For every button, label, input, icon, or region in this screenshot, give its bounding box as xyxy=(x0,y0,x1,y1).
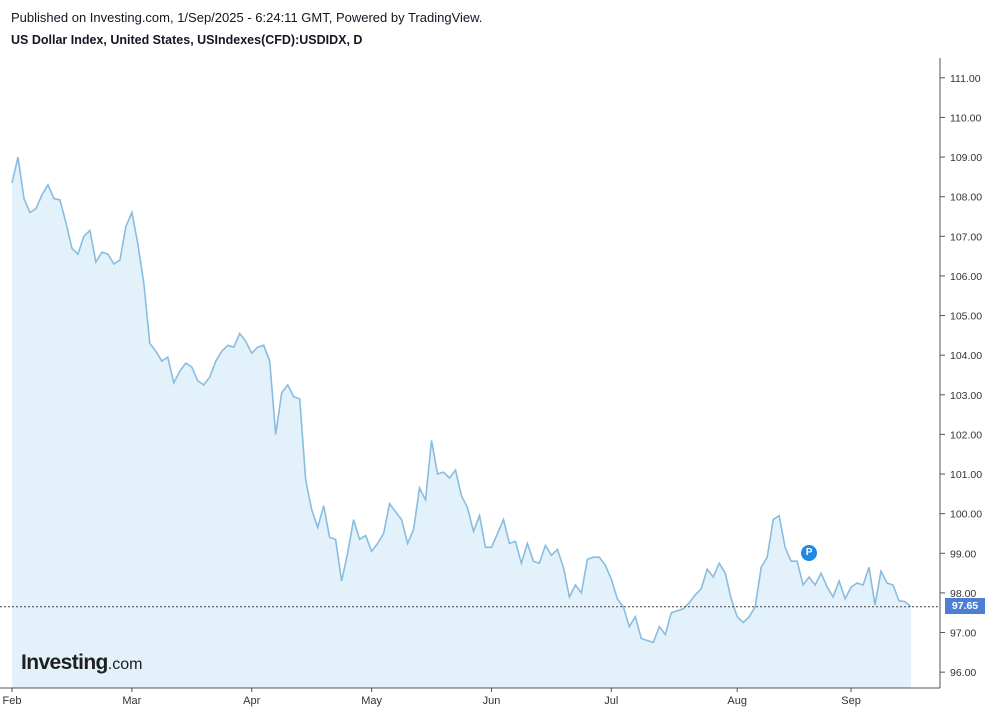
y-tick-label: 97.00 xyxy=(950,628,976,640)
x-tick-label: Apr xyxy=(243,695,260,707)
price-area xyxy=(12,157,911,689)
y-tick-label: 99.00 xyxy=(950,548,976,560)
y-tick-label: 110.00 xyxy=(950,112,981,124)
x-tick-label: Sep xyxy=(841,695,861,707)
published-note: Published on Investing.com, 1/Sep/2025 -… xyxy=(11,10,483,25)
y-tick-label: 102.00 xyxy=(950,429,982,441)
y-tick-label: 106.00 xyxy=(950,271,982,283)
price-line xyxy=(11,156,912,644)
x-tick-label: Aug xyxy=(727,695,747,707)
y-tick-label: 96.00 xyxy=(950,667,976,679)
y-tick-label: 103.00 xyxy=(950,390,982,402)
y-tick-label: 109.00 xyxy=(950,152,982,164)
logo-main-text: Investing xyxy=(21,651,108,674)
y-tick-label: 98.00 xyxy=(950,588,976,600)
y-tick-label: 111.00 xyxy=(950,73,981,85)
y-tick-label: 101.00 xyxy=(950,469,982,481)
x-tick-label: Jun xyxy=(483,695,501,707)
last-price-label: 97.65 xyxy=(945,598,985,614)
x-tick-label: Feb xyxy=(3,695,22,707)
y-tick-label: 104.00 xyxy=(950,350,982,362)
y-tick-label: 108.00 xyxy=(950,192,982,204)
x-tick-label: Mar xyxy=(122,695,141,707)
investing-logo: Investing.com xyxy=(21,651,142,675)
y-tick-label: 100.00 xyxy=(950,509,982,521)
x-tick-label: Jul xyxy=(604,695,618,707)
y-tick-label: 105.00 xyxy=(950,311,982,323)
event-marker-badge[interactable]: P xyxy=(801,545,818,562)
x-tick-label: May xyxy=(361,695,382,707)
y-tick-label: 107.00 xyxy=(950,231,982,243)
chart-title: US Dollar Index, United States, USIndexe… xyxy=(11,33,363,47)
logo-suffix-text: .com xyxy=(107,656,143,673)
